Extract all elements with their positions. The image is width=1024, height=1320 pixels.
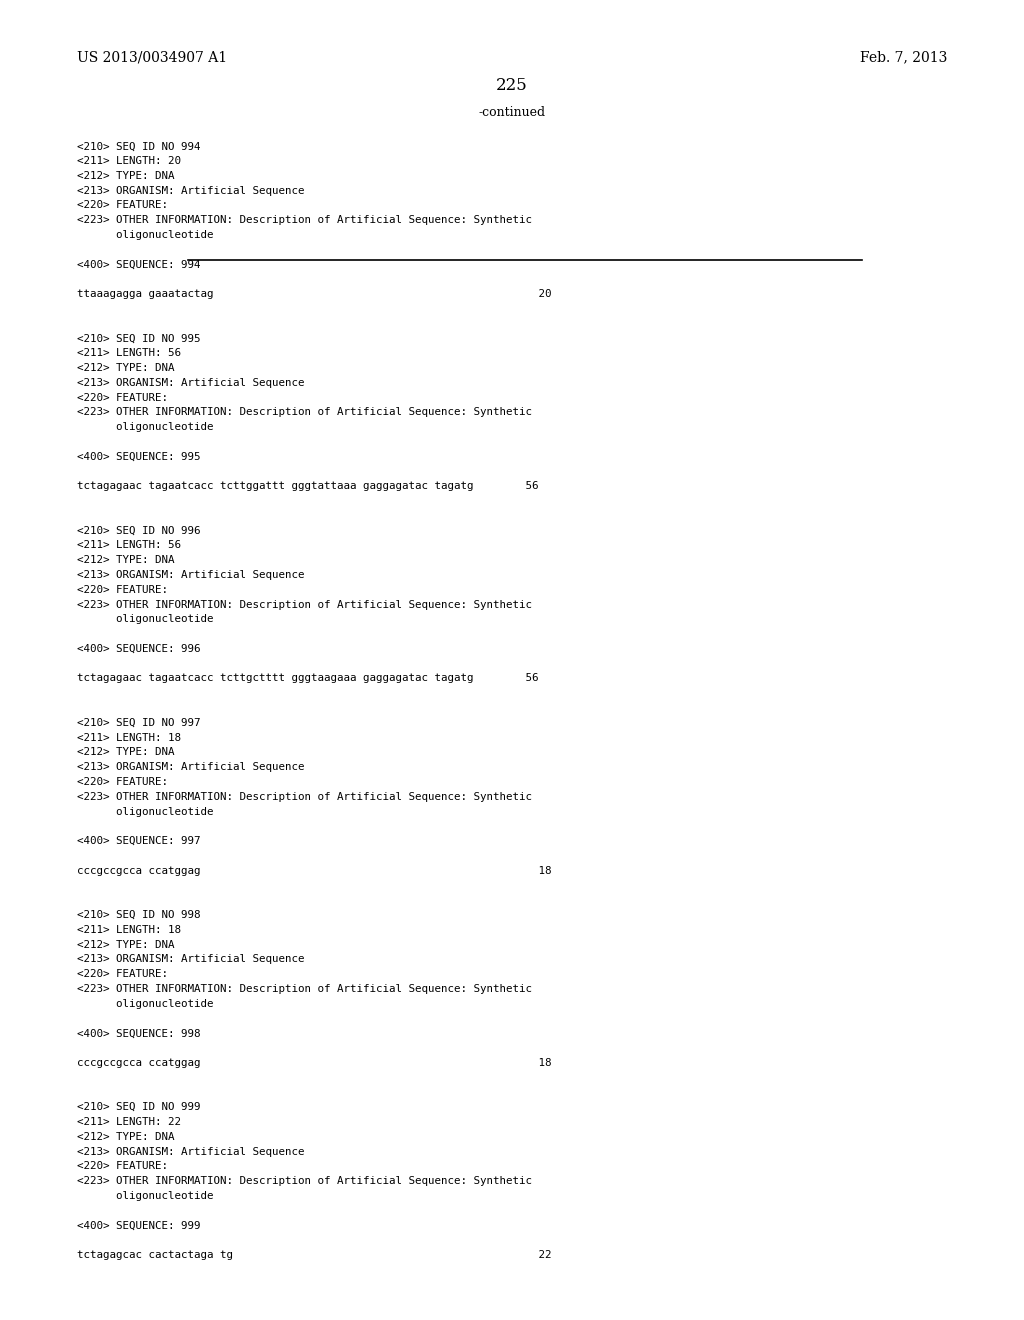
Text: <210> SEQ ID NO 999: <210> SEQ ID NO 999 [77,1102,201,1113]
Text: <210> SEQ ID NO 998: <210> SEQ ID NO 998 [77,909,201,920]
Text: -continued: -continued [478,106,546,119]
Text: <400> SEQUENCE: 999: <400> SEQUENCE: 999 [77,1221,201,1230]
Text: <220> FEATURE:: <220> FEATURE: [77,392,168,403]
Text: <220> FEATURE:: <220> FEATURE: [77,201,168,210]
Text: oligonucleotide: oligonucleotide [77,1191,213,1201]
Text: oligonucleotide: oligonucleotide [77,807,213,817]
Text: tctagagaac tagaatcacc tcttgctttt gggtaagaaa gaggagatac tagatg        56: tctagagaac tagaatcacc tcttgctttt gggtaag… [77,673,539,684]
Text: <212> TYPE: DNA: <212> TYPE: DNA [77,940,174,949]
Text: <212> TYPE: DNA: <212> TYPE: DNA [77,1131,174,1142]
Text: <210> SEQ ID NO 997: <210> SEQ ID NO 997 [77,718,201,727]
Text: tctagagcac cactactaga tg                                               22: tctagagcac cactactaga tg 22 [77,1250,551,1261]
Text: <213> ORGANISM: Artificial Sequence: <213> ORGANISM: Artificial Sequence [77,378,304,388]
Text: <220> FEATURE:: <220> FEATURE: [77,1162,168,1171]
Text: <400> SEQUENCE: 997: <400> SEQUENCE: 997 [77,836,201,846]
Text: <212> TYPE: DNA: <212> TYPE: DNA [77,747,174,758]
Text: tctagagaac tagaatcacc tcttggattt gggtattaaa gaggagatac tagatg        56: tctagagaac tagaatcacc tcttggattt gggtatt… [77,482,539,491]
Text: <213> ORGANISM: Artificial Sequence: <213> ORGANISM: Artificial Sequence [77,1147,304,1156]
Text: cccgccgcca ccatggag                                                    18: cccgccgcca ccatggag 18 [77,1057,551,1068]
Text: <213> ORGANISM: Artificial Sequence: <213> ORGANISM: Artificial Sequence [77,762,304,772]
Text: <212> TYPE: DNA: <212> TYPE: DNA [77,556,174,565]
Text: <400> SEQUENCE: 996: <400> SEQUENCE: 996 [77,644,201,653]
Text: <210> SEQ ID NO 994: <210> SEQ ID NO 994 [77,141,201,152]
Text: <220> FEATURE:: <220> FEATURE: [77,585,168,595]
Text: <211> LENGTH: 18: <211> LENGTH: 18 [77,925,181,935]
Text: <223> OTHER INFORMATION: Description of Artificial Sequence: Synthetic: <223> OTHER INFORMATION: Description of … [77,599,531,610]
Text: <211> LENGTH: 56: <211> LENGTH: 56 [77,348,181,358]
Text: 225: 225 [496,77,528,94]
Text: <400> SEQUENCE: 995: <400> SEQUENCE: 995 [77,451,201,462]
Text: cccgccgcca ccatggag                                                    18: cccgccgcca ccatggag 18 [77,866,551,875]
Text: <223> OTHER INFORMATION: Description of Artificial Sequence: Synthetic: <223> OTHER INFORMATION: Description of … [77,983,531,994]
Text: oligonucleotide: oligonucleotide [77,230,213,240]
Text: <223> OTHER INFORMATION: Description of Artificial Sequence: Synthetic: <223> OTHER INFORMATION: Description of … [77,215,531,226]
Text: oligonucleotide: oligonucleotide [77,614,213,624]
Text: <400> SEQUENCE: 994: <400> SEQUENCE: 994 [77,260,201,269]
Text: <211> LENGTH: 18: <211> LENGTH: 18 [77,733,181,743]
Text: <211> LENGTH: 56: <211> LENGTH: 56 [77,540,181,550]
Text: ttaaagagga gaaatactag                                                  20: ttaaagagga gaaatactag 20 [77,289,551,300]
Text: <210> SEQ ID NO 995: <210> SEQ ID NO 995 [77,334,201,343]
Text: oligonucleotide: oligonucleotide [77,999,213,1008]
Text: <400> SEQUENCE: 998: <400> SEQUENCE: 998 [77,1028,201,1039]
Text: <220> FEATURE:: <220> FEATURE: [77,969,168,979]
Text: <223> OTHER INFORMATION: Description of Artificial Sequence: Synthetic: <223> OTHER INFORMATION: Description of … [77,408,531,417]
Text: <213> ORGANISM: Artificial Sequence: <213> ORGANISM: Artificial Sequence [77,954,304,965]
Text: <223> OTHER INFORMATION: Description of Artificial Sequence: Synthetic: <223> OTHER INFORMATION: Description of … [77,792,531,801]
Text: <211> LENGTH: 22: <211> LENGTH: 22 [77,1117,181,1127]
Text: <211> LENGTH: 20: <211> LENGTH: 20 [77,156,181,166]
Text: <220> FEATURE:: <220> FEATURE: [77,777,168,787]
Text: <213> ORGANISM: Artificial Sequence: <213> ORGANISM: Artificial Sequence [77,570,304,579]
Text: <212> TYPE: DNA: <212> TYPE: DNA [77,363,174,374]
Text: Feb. 7, 2013: Feb. 7, 2013 [860,50,947,65]
Text: <210> SEQ ID NO 996: <210> SEQ ID NO 996 [77,525,201,536]
Text: <212> TYPE: DNA: <212> TYPE: DNA [77,170,174,181]
Text: US 2013/0034907 A1: US 2013/0034907 A1 [77,50,227,65]
Text: <213> ORGANISM: Artificial Sequence: <213> ORGANISM: Artificial Sequence [77,186,304,195]
Text: oligonucleotide: oligonucleotide [77,422,213,432]
Text: <223> OTHER INFORMATION: Description of Artificial Sequence: Synthetic: <223> OTHER INFORMATION: Description of … [77,1176,531,1187]
